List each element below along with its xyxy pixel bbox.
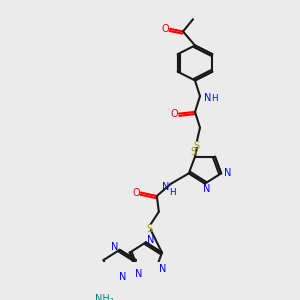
Text: H: H — [211, 94, 217, 103]
Text: NH₂: NH₂ — [95, 294, 114, 300]
Text: N: N — [224, 168, 232, 178]
Text: N: N — [111, 242, 118, 252]
Text: O: O — [132, 188, 140, 198]
Text: N: N — [203, 184, 211, 194]
Text: N: N — [204, 93, 212, 103]
Text: S: S — [193, 141, 199, 151]
Text: S: S — [190, 147, 196, 157]
Text: N: N — [135, 268, 142, 279]
Text: N: N — [159, 264, 166, 274]
Text: N: N — [119, 272, 126, 282]
Text: O: O — [170, 109, 178, 119]
Text: S: S — [147, 224, 153, 234]
Text: N: N — [147, 235, 154, 245]
Text: H: H — [169, 188, 176, 197]
Text: O: O — [161, 24, 169, 34]
Text: N: N — [162, 182, 169, 192]
